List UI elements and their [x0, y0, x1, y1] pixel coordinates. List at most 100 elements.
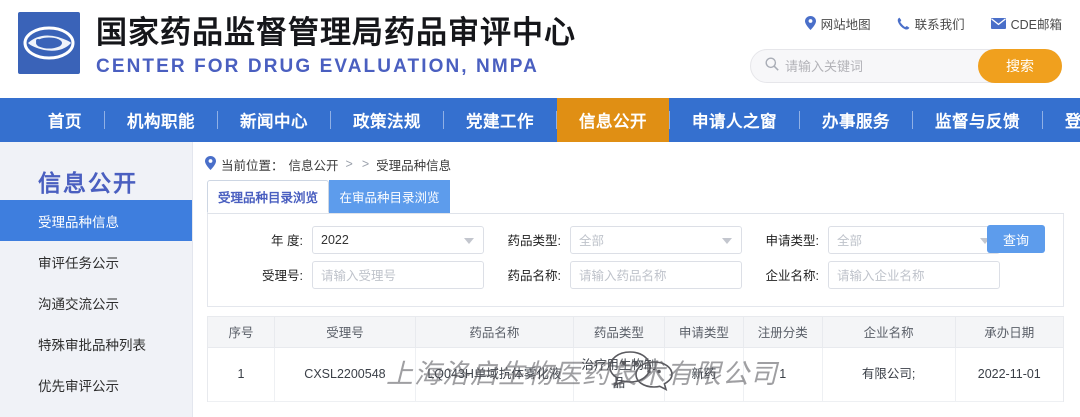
breadcrumb: 当前位置： 信息公开 > > 受理品种信息	[193, 142, 1080, 174]
field-apply-type: 申请类型: 全部	[742, 225, 1000, 254]
drug-name-label: 药品名称:	[507, 269, 561, 283]
breadcrumb-prefix: 当前位置：	[221, 158, 284, 173]
cde-fish-logo-icon	[18, 12, 80, 74]
filter-form: 年 度: 2022 药品类型: 全部 申请类	[207, 214, 1064, 307]
envelope-icon	[990, 17, 1006, 29]
cell-apply-type: 新药	[664, 347, 744, 402]
field-year: 年 度: 2022	[230, 225, 484, 254]
site-subtitle: CENTER FOR DRUG EVALUATION, NMPA	[96, 56, 539, 77]
search-input[interactable]	[785, 58, 975, 74]
nav-item-services[interactable]: 办事服务	[822, 113, 890, 131]
nav-item-policy-regulations[interactable]: 政策法规	[353, 113, 421, 131]
nav-separator	[217, 111, 218, 129]
col-company: 企业名称	[822, 317, 956, 348]
cell-date: 2022-11-01	[955, 347, 1063, 402]
drug-type-value: 全部	[579, 234, 605, 248]
breadcrumb-current: 受理品种信息	[376, 158, 452, 173]
map-pin-icon	[804, 16, 816, 30]
accept-no-placeholder: 请输入受理号	[321, 269, 397, 283]
filter-row-2: 受理号: 请输入受理号 药品名称: 请输入药品名称 企业名称:	[208, 260, 1063, 289]
breadcrumb-first[interactable]: 信息公开	[288, 158, 339, 173]
tab-accepted-catalog[interactable]: 受理品种目录浏览	[207, 180, 329, 213]
sidebar: 信息公开 受理品种信息 审评任务公示 沟通交流公示 特殊审批品种列表 优先审评公…	[0, 142, 193, 417]
sidebar-item-accepted-varieties[interactable]: 受理品种信息	[0, 200, 192, 241]
nav-item-supervision-feedback[interactable]: 监督与反馈	[935, 113, 1020, 131]
cell-drug-type: 治疗用生物制品	[573, 347, 666, 402]
filter-row-1: 年 度: 2022 药品类型: 全部 申请类	[208, 225, 1063, 254]
brand-block: 国家药品监督管理局药品审评中心 CENTER FOR DRUG EVALUATI…	[0, 0, 576, 80]
nav-item-applicant-window[interactable]: 申请人之窗	[692, 113, 777, 131]
cell-accept-no: CXSL2200548	[274, 347, 417, 402]
nav-separator	[443, 111, 444, 129]
col-index: 序号	[208, 317, 275, 348]
site-map-link[interactable]: 网站地图	[804, 14, 871, 33]
nav-separator	[1042, 111, 1043, 129]
site-map-label: 网站地图	[820, 17, 871, 32]
sidebar-item-special-approval[interactable]: 特殊审批品种列表	[38, 337, 146, 353]
field-drug-type: 药品类型: 全部	[484, 225, 742, 254]
sidebar-title: 信息公开	[38, 170, 138, 196]
search-icon	[765, 57, 779, 76]
col-accept-no: 受理号	[274, 317, 417, 348]
tab-under-review-catalog[interactable]: 在审品种目录浏览	[329, 180, 451, 213]
chevron-down-icon	[464, 237, 474, 244]
nav-item-party-building[interactable]: 党建工作	[466, 113, 534, 131]
query-button[interactable]: 查询	[987, 225, 1045, 253]
company-placeholder: 请输入企业名称	[837, 269, 925, 283]
drug-type-select[interactable]: 全部	[570, 225, 742, 254]
col-drug-type: 药品类型	[573, 317, 666, 348]
nav-separator	[556, 111, 557, 129]
contact-us-label: 联系我们	[914, 17, 965, 32]
year-select[interactable]: 2022	[312, 225, 484, 254]
apply-type-select[interactable]: 全部	[828, 225, 1000, 254]
nav-item-information-disclosure[interactable]: 信息公开	[557, 98, 669, 142]
nav-item-news-center[interactable]: 新闻中心	[240, 113, 308, 131]
col-date: 承办日期	[955, 317, 1063, 348]
nav-separator	[104, 111, 105, 129]
page-body: 信息公开 受理品种信息 审评任务公示 沟通交流公示 特殊审批品种列表 优先审评公…	[0, 142, 1080, 417]
results-table: 序号 受理号 药品名称 药品类型 申请类型 注册分类 企业名称 承办日期 1	[208, 317, 1063, 402]
field-drug-name: 药品名称: 请输入药品名称	[484, 260, 742, 289]
company-label: 企业名称:	[765, 269, 819, 283]
drug-type-label: 药品类型:	[507, 234, 561, 248]
nav-separator	[330, 111, 331, 129]
accept-no-input[interactable]: 请输入受理号	[312, 260, 484, 289]
nav-item-org-function[interactable]: 机构职能	[127, 113, 195, 131]
company-input[interactable]: 请输入企业名称	[828, 260, 1000, 289]
nav-separator	[799, 111, 800, 129]
cde-mailbox-link[interactable]: CDE邮箱	[990, 14, 1062, 33]
contact-us-link[interactable]: 联系我们	[897, 14, 965, 33]
main-navigation: 首页 机构职能 新闻中心 政策法规 党建工作 信息公开 申请人之窗 办事服务 监…	[0, 98, 1080, 142]
header-right: 网站地图 联系我们 CDE邮箱 搜索	[750, 12, 1062, 83]
drug-name-input[interactable]: 请输入药品名称	[570, 260, 742, 289]
location-pin-icon	[205, 155, 216, 173]
chevron-down-icon	[722, 237, 732, 244]
nav-item-home[interactable]: 首页	[48, 113, 82, 131]
drug-name-placeholder: 请输入药品名称	[579, 269, 667, 283]
sidebar-item-communication[interactable]: 沟通交流公示	[38, 296, 119, 312]
nav-item-registration-platform[interactable]: 登记备案平台	[1065, 113, 1080, 131]
page-title: 国家药品监督管理局药品审评中心	[96, 15, 576, 50]
nav-separator	[669, 111, 670, 129]
col-register-class: 注册分类	[743, 317, 823, 348]
cell-company: 有限公司;	[822, 347, 956, 402]
table-row[interactable]: 1 CXSL2200548 LQ043H单域抗体雾化液 治疗用生物制品 新药 1…	[208, 347, 1063, 402]
tab-bar: 受理品种目录浏览 在审品种目录浏览	[207, 180, 1064, 214]
main-content: 当前位置： 信息公开 > > 受理品种信息 受理品种目录浏览 在审品种目录浏览 …	[193, 142, 1080, 417]
col-apply-type: 申请类型	[664, 317, 744, 348]
content-panel: 受理品种目录浏览 在审品种目录浏览 年 度: 2022 药品类型:	[207, 180, 1064, 402]
cell-register-class: 1	[743, 347, 823, 402]
search-row: 搜索	[750, 49, 1062, 83]
breadcrumb-separator: >	[345, 157, 353, 171]
year-label: 年 度:	[271, 234, 303, 248]
cell-drug-name: LQ043H单域抗体雾化液	[415, 347, 574, 402]
table-header-row: 序号 受理号 药品名称 药品类型 申请类型 注册分类 企业名称 承办日期	[208, 317, 1063, 348]
sidebar-item-review-tasks[interactable]: 审评任务公示	[38, 255, 119, 271]
sidebar-item-priority-review[interactable]: 优先审评公示	[38, 378, 119, 394]
cde-mailbox-label: CDE邮箱	[1010, 17, 1062, 32]
accept-no-label: 受理号:	[262, 269, 303, 283]
cell-index: 1	[208, 347, 275, 402]
phone-icon	[897, 17, 910, 30]
breadcrumb-separator: >	[361, 157, 370, 171]
search-button[interactable]: 搜索	[978, 49, 1062, 83]
